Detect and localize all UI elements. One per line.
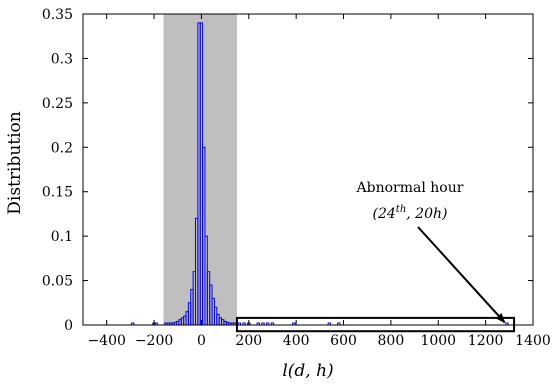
x-tick-label: 200 — [235, 333, 262, 349]
x-tick-label: 800 — [378, 333, 405, 349]
x-tick-label: 1200 — [468, 333, 504, 349]
annotation-line2-sup: th — [396, 204, 406, 215]
annotation-line1: Abnormal hour — [356, 180, 464, 196]
annotation-line2-pre: (24 — [373, 206, 396, 222]
y-tick-label: 0.3 — [51, 51, 73, 67]
y-tick-label: 0.05 — [42, 274, 73, 290]
plot-frame — [82, 13, 534, 326]
annotation-line2: (24th, 20h) — [373, 204, 448, 222]
annotation-line2-post: , 20h) — [406, 206, 447, 222]
y-axis-label: Distribution — [5, 111, 25, 215]
y-tick-label: 0.35 — [42, 7, 73, 23]
x-tick-label: 0 — [197, 333, 206, 349]
y-tick-label: 0.1 — [51, 229, 73, 245]
y-tick-label: 0.2 — [51, 140, 73, 156]
abnormal-region-box — [235, 316, 516, 333]
x-tick-label: 1400 — [515, 333, 551, 349]
x-tick-label: −200 — [135, 333, 173, 349]
x-tick-label: −400 — [87, 333, 125, 349]
y-tick-label: 0 — [64, 318, 73, 334]
x-tick-label: 1000 — [420, 333, 456, 349]
x-tick-label: 400 — [283, 333, 310, 349]
y-tick-label: 0.15 — [42, 185, 73, 201]
annotation-arrow — [417, 226, 506, 324]
x-axis-label: l(d, h) — [282, 361, 333, 381]
y-tick-label: 0.25 — [42, 96, 73, 112]
x-tick-label: 600 — [330, 333, 357, 349]
